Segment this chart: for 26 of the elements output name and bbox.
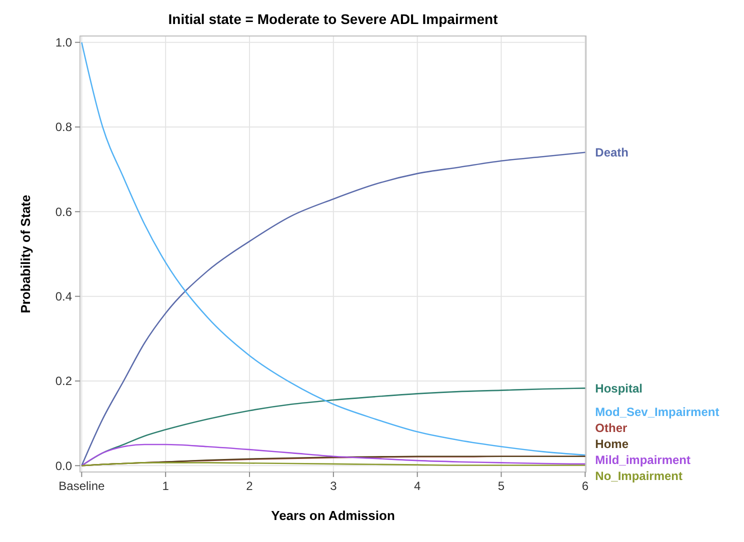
series-label: No_Impairment <box>595 469 683 484</box>
series-label: Death <box>595 146 629 160</box>
x-tick-label: 1 <box>162 479 170 493</box>
y-axis-title: Probability of State <box>18 194 33 314</box>
x-tick-label: 5 <box>498 479 505 493</box>
x-tick-label: 6 <box>582 479 589 493</box>
y-tick-label: 0.8 <box>55 120 72 134</box>
series-label: Home <box>595 437 629 452</box>
line-series <box>81 42 586 456</box>
series-label: Hospital <box>595 381 643 396</box>
series-label: Other <box>595 421 628 436</box>
y-tick-label: 0.4 <box>55 290 72 304</box>
x-tick-label: 2 <box>246 479 254 493</box>
x-tick-label: 3 <box>330 479 338 493</box>
x-tick-label: 4 <box>414 479 421 493</box>
series-label: Mild_impairment <box>595 453 691 468</box>
line-series <box>81 444 586 466</box>
x-axis-title: Years on Admission <box>271 508 395 523</box>
line-series <box>81 152 586 466</box>
text: Mod_Sev_Impairment <box>595 405 720 420</box>
y-tick-label: 0.6 <box>55 204 72 219</box>
y-tick-label: 1.0 <box>55 36 72 50</box>
y-tick-label: 0.2 <box>55 374 72 388</box>
x-tick-label: Baseline <box>58 479 106 493</box>
y-tick-label: 0.0 <box>55 458 72 473</box>
chart-title: Initial state = Moderate to Severe ADL Impairment <box>168 11 498 27</box>
